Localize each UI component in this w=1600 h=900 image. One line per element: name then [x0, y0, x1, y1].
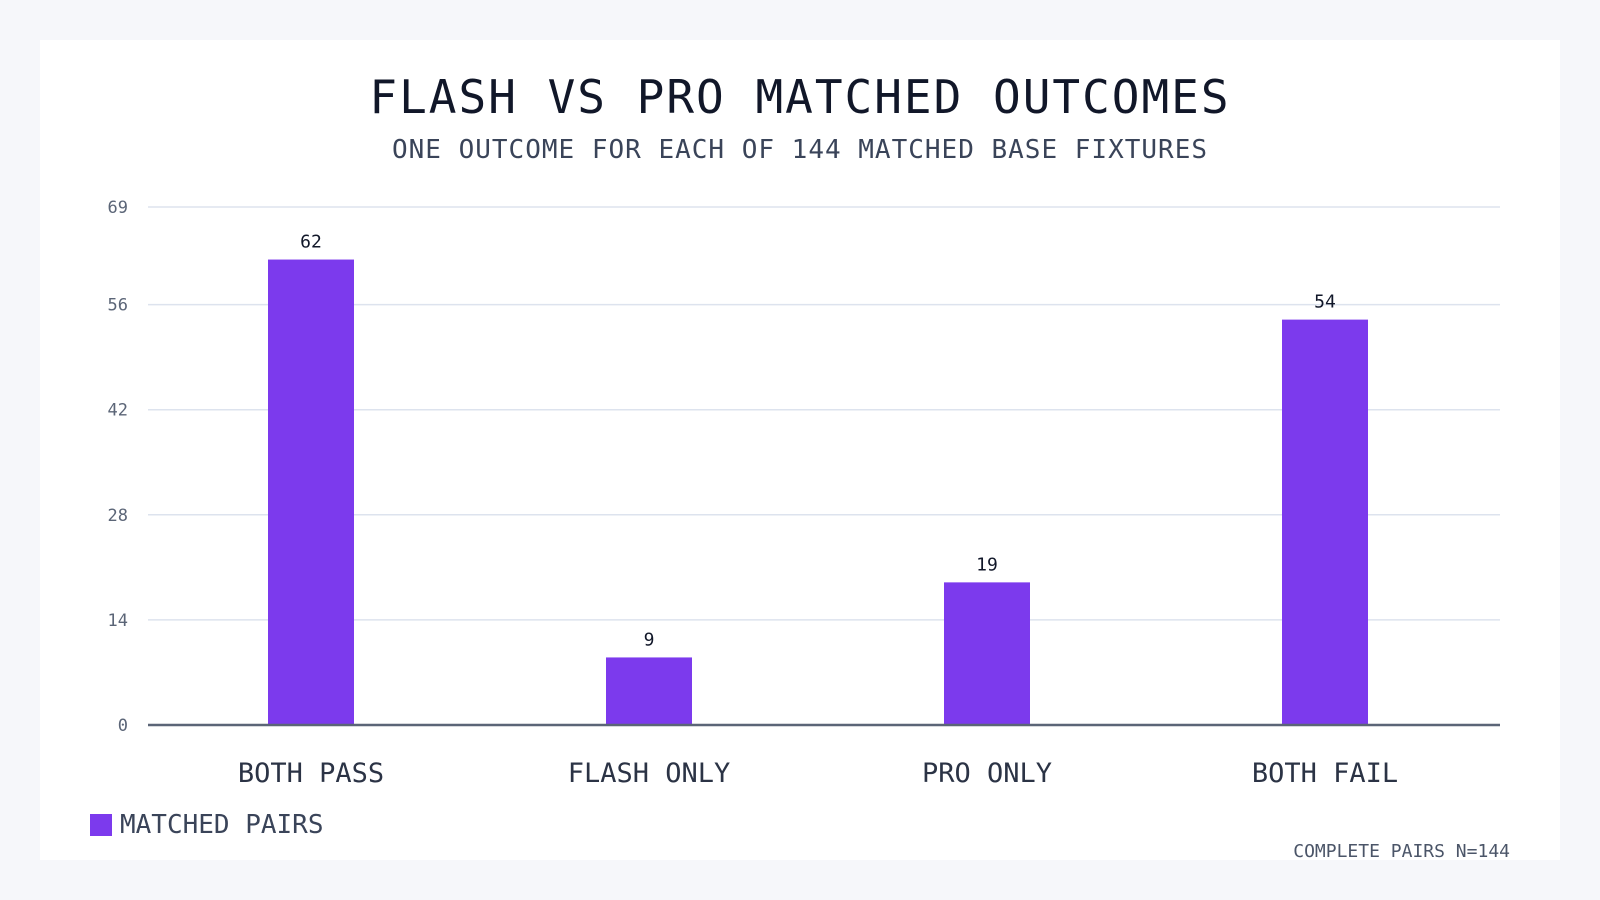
footnote: COMPLETE PAIRS N=144: [1293, 841, 1510, 862]
legend-swatch: [90, 814, 112, 836]
x-tick-label: PRO ONLY: [922, 758, 1052, 789]
bar-value-label: 19: [976, 554, 998, 575]
bar: [268, 259, 354, 725]
bar: [606, 657, 692, 725]
x-tick-label: FLASH ONLY: [568, 758, 731, 789]
y-tick-label: 42: [108, 401, 128, 421]
y-tick-label: 14: [108, 611, 128, 631]
x-tick-label: BOTH PASS: [238, 758, 384, 789]
bar-value-label: 54: [1314, 292, 1336, 313]
legend: MATCHED PAIRS: [90, 810, 324, 840]
y-tick-label: 28: [108, 506, 128, 526]
legend-label: MATCHED PAIRS: [120, 810, 324, 840]
bar-value-label: 62: [300, 232, 322, 253]
x-tick-label: BOTH FAIL: [1252, 758, 1398, 789]
y-tick-label: 69: [108, 198, 128, 218]
bar: [944, 582, 1030, 725]
chart-subtitle: ONE OUTCOME FOR EACH OF 144 MATCHED BASE…: [391, 135, 1208, 165]
bar: [1282, 319, 1368, 725]
y-tick-label: 56: [108, 296, 128, 316]
chart-title: FLASH VS PRO MATCHED OUTCOMES: [369, 70, 1231, 124]
y-tick-label: 0: [118, 716, 128, 736]
bar-value-label: 9: [644, 629, 655, 650]
